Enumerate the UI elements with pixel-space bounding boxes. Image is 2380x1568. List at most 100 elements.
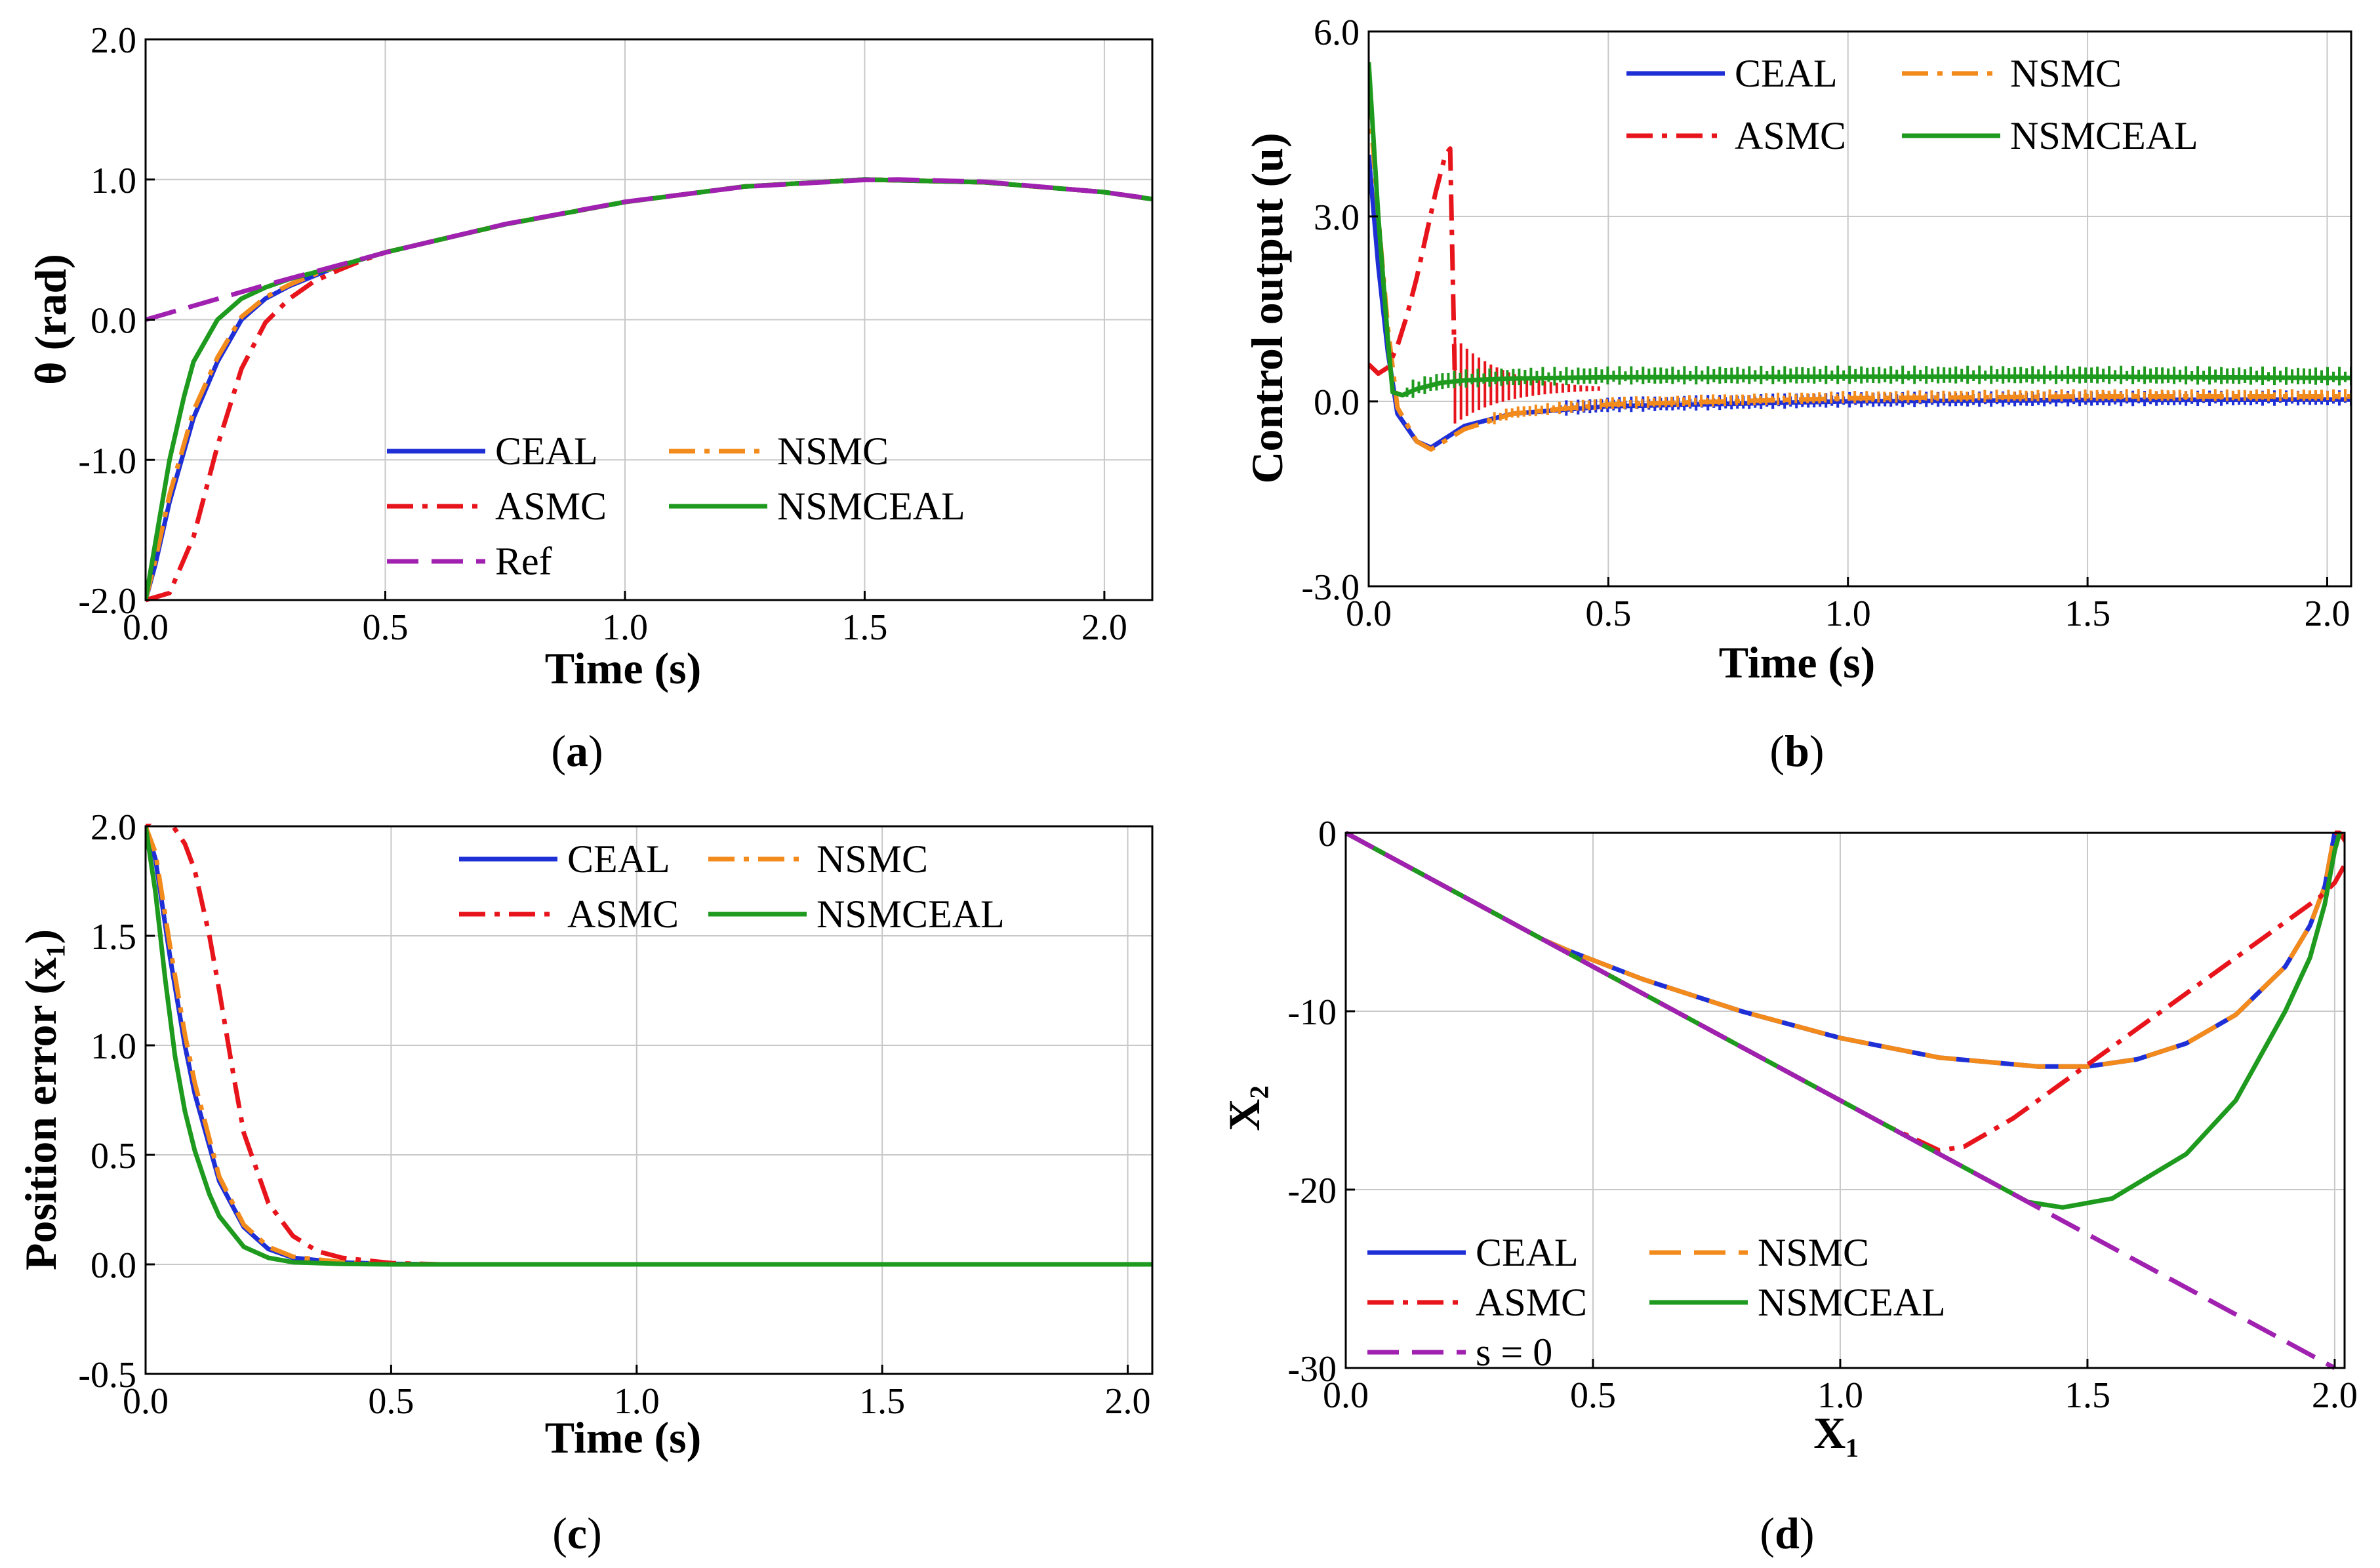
legend-label: NSMCEAL <box>2010 114 2198 157</box>
x-axis-label: X₁ <box>1813 1408 1859 1458</box>
series-group <box>146 177 1152 603</box>
series-line-asmc <box>1369 146 1457 383</box>
x-tick-label: 0.0 <box>123 1381 169 1422</box>
series-line-nsmceal <box>1369 62 2351 398</box>
x-tick-label: 0.0 <box>123 607 169 648</box>
x-tick-label: 0.0 <box>1346 593 1392 634</box>
caption-letter: b <box>1785 726 1809 776</box>
legend-label: s = 0 <box>1476 1331 1552 1374</box>
legend-label: NSMCEAL <box>777 485 965 528</box>
y-axis-label: Control output (u) <box>1242 132 1292 483</box>
x-tick-label: 0.5 <box>362 607 408 648</box>
series-chatter-nsmc <box>1487 389 2351 425</box>
caption-paren-close: ) <box>587 1508 602 1558</box>
x-tick-label: 1.5 <box>2065 1375 2110 1416</box>
x-tick-label: 1.0 <box>614 1381 660 1422</box>
x-tick-label: 0.5 <box>1570 1375 1616 1416</box>
caption-paren-open: ( <box>1769 726 1785 776</box>
legend-label: NSMC <box>777 430 889 473</box>
legend: CEAL NSMC ASMC NSMCEAL <box>1626 52 2198 157</box>
y-tick-label: 1.5 <box>91 917 136 957</box>
y-tick-label: 0.0 <box>1314 382 1360 423</box>
series-line-nsmceal <box>1346 830 2342 1210</box>
x-tick-label: 1.5 <box>859 1381 905 1422</box>
x-axis-label: Time (s) <box>545 643 702 693</box>
y-tick-label: -2.0 <box>78 581 136 622</box>
caption-paren-open: ( <box>1760 1508 1775 1558</box>
y-axis-label: Position error (x₁) <box>16 929 66 1270</box>
series-line-asmc <box>146 177 1152 603</box>
legend-label: NSMCEAL <box>817 893 1005 936</box>
legend-label: NSMC <box>2010 52 2122 95</box>
y-tick-label: 0.0 <box>91 1245 136 1286</box>
panel-caption: (a) <box>551 726 603 776</box>
x-tick-label: 1.0 <box>1817 1375 1863 1416</box>
y-axis-label: θ (rad) <box>26 254 75 385</box>
legend-label: NSMC <box>817 837 928 881</box>
series-line-asmc <box>146 824 1152 1267</box>
legend-label: ASMC <box>1476 1281 1587 1324</box>
caption-letter: a <box>566 726 588 776</box>
panel-caption: (b) <box>1769 726 1824 776</box>
caption-paren-close: ) <box>1800 1508 1815 1558</box>
legend: CEAL NSMC ASMC NSMCEAL <box>459 837 1005 936</box>
chart-panel-d: 0.0 0.5 1.0 1.5 2.0 -30 -20 -10 0 X₁ X₂ (d) CEAL NSMC… <box>1219 814 2358 1558</box>
plot-frame <box>1367 30 2352 588</box>
x-tick-label: 2.0 <box>2304 593 2350 634</box>
y-tick-label: -1.0 <box>78 441 136 481</box>
y-tick-label: 1.0 <box>91 161 136 201</box>
series-line-ceal <box>1369 154 2351 450</box>
caption-paren-open: ( <box>552 1508 567 1558</box>
series-chatter-nsmceal <box>1405 365 2351 398</box>
y-tick-label: 1.0 <box>91 1026 136 1067</box>
legend-label: ASMC <box>1735 114 1846 157</box>
series-group <box>1369 62 2351 452</box>
x-tick-label: 1.5 <box>2065 593 2110 634</box>
y-tick-label: 0 <box>1318 814 1337 854</box>
y-tick-label: 0.0 <box>91 301 136 342</box>
x-tick-label: 2.0 <box>1081 607 1127 648</box>
legend-label: CEAL <box>495 430 598 473</box>
series-line-ref <box>146 177 1152 322</box>
legend-label: ASMC <box>567 893 679 936</box>
legend-label: ASMC <box>495 485 607 528</box>
y-tick-label: -10 <box>1287 992 1337 1033</box>
x-tick-label: 1.0 <box>602 607 648 648</box>
legend-label: CEAL <box>1476 1231 1579 1274</box>
legend-label: NSMC <box>1758 1231 1869 1274</box>
x-tick-label: 2.0 <box>2312 1375 2358 1416</box>
series-line-nsmc <box>146 177 1152 601</box>
y-tick-label: 3.0 <box>1314 197 1360 238</box>
x-tick-label: 0.5 <box>368 1381 414 1422</box>
y-axis-label: X₂ <box>1219 1085 1269 1131</box>
legend-label: CEAL <box>1735 52 1838 95</box>
legend-label: CEAL <box>567 837 670 881</box>
series-line-nsmceal <box>146 177 1152 601</box>
y-tick-label: -3.0 <box>1301 567 1360 608</box>
y-tick-label: 0.5 <box>91 1136 136 1176</box>
caption-letter: d <box>1775 1508 1800 1558</box>
caption-paren-open: ( <box>551 726 566 776</box>
x-tick-label: 1.0 <box>1825 593 1871 634</box>
caption-paren-close: ) <box>588 726 603 776</box>
plot-frame <box>144 825 1154 1375</box>
x-tick-label: 1.5 <box>841 607 887 648</box>
y-tick-label: 2.0 <box>91 807 136 848</box>
legend: CEAL NSMC ASMC NSMCEAL s = 0 <box>1367 1231 1946 1374</box>
y-tick-label: -30 <box>1287 1349 1337 1390</box>
caption-paren-close: ) <box>1809 726 1825 776</box>
legend-label: NSMCEAL <box>1758 1281 1946 1324</box>
panel-caption: (d) <box>1760 1508 1814 1558</box>
series-group <box>1346 830 2345 1371</box>
x-axis-label: Time (s) <box>1719 637 1876 687</box>
y-tick-label: -0.5 <box>78 1355 136 1396</box>
series-line-s-0 <box>1346 830 2336 1371</box>
x-tick-label: 0.5 <box>1585 593 1631 634</box>
y-tick-label: 2.0 <box>91 20 136 61</box>
y-tick-label: 6.0 <box>1314 12 1360 53</box>
y-tick-label: -20 <box>1287 1171 1337 1211</box>
series-line-nsmceal <box>146 826 1152 1267</box>
chart-panel-a: 0.0 0.5 1.0 1.5 2.0 -2.0 -1.0 0.0 1.0 2.0 Time (s)… <box>26 20 1154 776</box>
